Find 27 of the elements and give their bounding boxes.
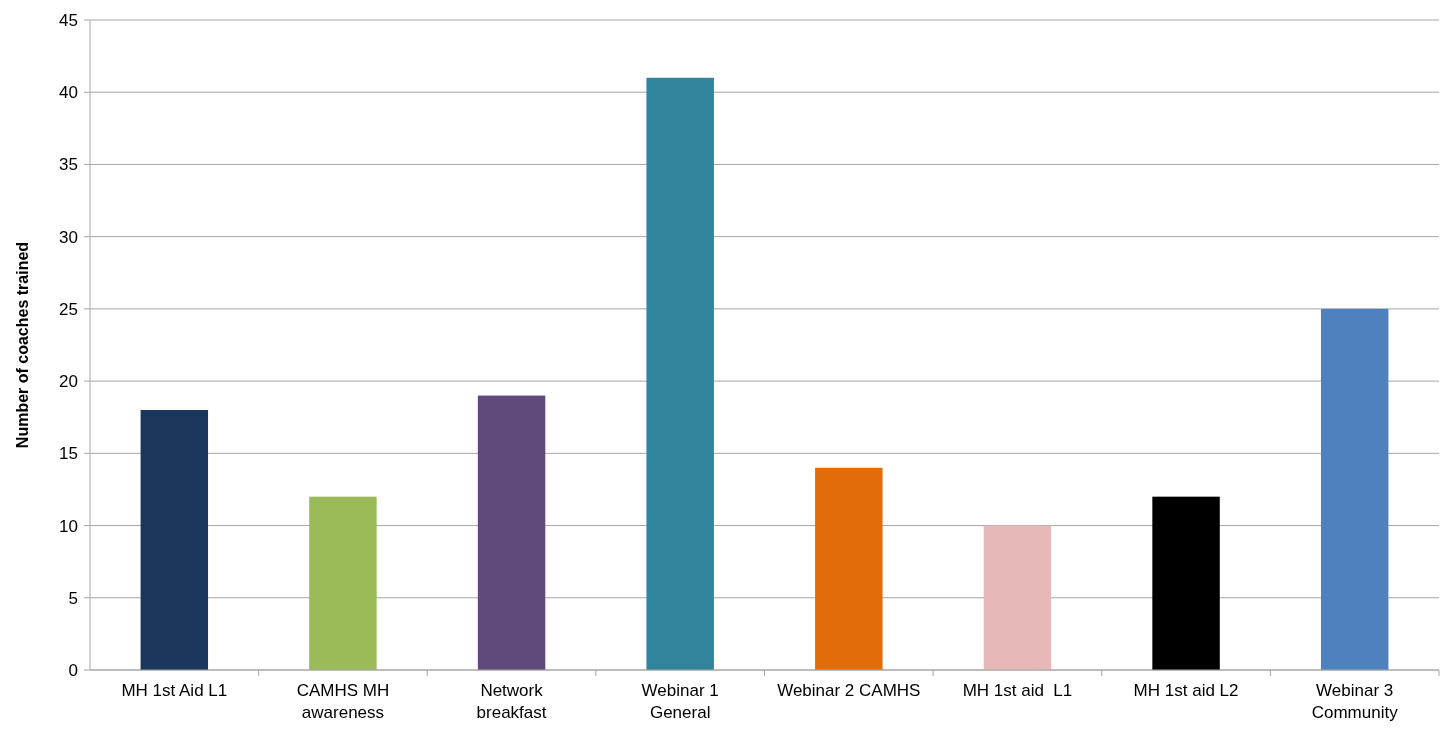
x-tick-label: Webinar 3 Community bbox=[1311, 681, 1399, 722]
y-tick-label: 45 bbox=[59, 10, 78, 30]
y-tick-label: 10 bbox=[59, 516, 78, 536]
x-tick-label: Network breakfast bbox=[476, 681, 547, 722]
y-tick-label: 30 bbox=[59, 227, 78, 247]
bar bbox=[477, 395, 546, 670]
bar bbox=[140, 410, 209, 670]
x-tick-label: MH 1st aid L1 bbox=[962, 681, 1073, 700]
bar bbox=[1320, 308, 1389, 670]
y-tick-label: 5 bbox=[68, 588, 78, 608]
bar bbox=[1152, 496, 1220, 670]
y-tick-label: 25 bbox=[59, 299, 78, 319]
x-tick-label: Webinar 1 General bbox=[641, 681, 719, 722]
bar bbox=[646, 77, 714, 670]
y-tick-label: 15 bbox=[59, 444, 78, 464]
x-tick-label: CAMHS MH awareness bbox=[296, 681, 390, 722]
x-tick-label: Webinar 2 CAMHS bbox=[777, 681, 921, 700]
x-tick-label: MH 1st Aid L1 bbox=[121, 681, 228, 700]
bar bbox=[309, 496, 377, 670]
y-tick-label: 20 bbox=[59, 372, 78, 392]
y-axis-title: Number of coaches trained bbox=[14, 241, 31, 449]
y-tick-label: 40 bbox=[59, 83, 78, 103]
bar bbox=[983, 525, 1052, 670]
y-tick-label: 0 bbox=[68, 660, 78, 680]
x-tick-label: MH 1st aid L2 bbox=[1133, 681, 1239, 700]
y-tick-label: 35 bbox=[59, 155, 78, 175]
bar bbox=[815, 467, 883, 670]
